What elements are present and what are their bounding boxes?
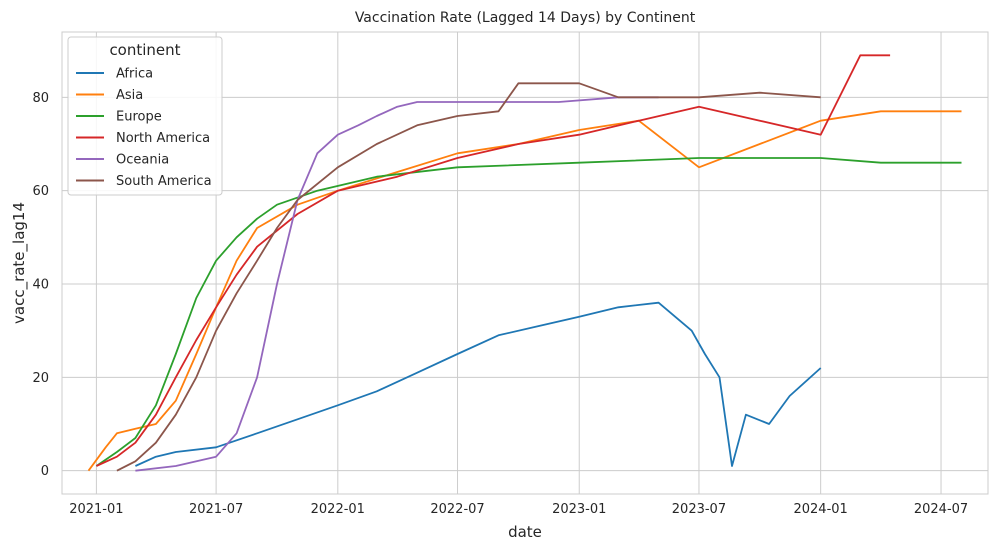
y-tick-label: 40 <box>32 278 49 293</box>
y-tick-label: 20 <box>32 371 49 386</box>
series-line-asia <box>87 110 962 472</box>
legend-label-south-america: South America <box>116 174 212 189</box>
x-tick-label: 2022-01 <box>311 502 365 517</box>
legend-label-oceania: Oceania <box>116 153 169 168</box>
chart-title: Vaccination Rate (Lagged 14 Days) by Con… <box>355 10 696 26</box>
x-axis-title: date <box>508 523 542 541</box>
legend-box <box>67 36 223 196</box>
x-tick-label: 2021-07 <box>189 502 243 517</box>
y-tick-label: 0 <box>41 464 49 479</box>
grid <box>62 32 988 494</box>
x-tick-label: 2022-07 <box>430 502 484 517</box>
x-tick-label: 2021-01 <box>69 502 123 517</box>
legend-title: continent <box>109 41 180 59</box>
series-line-north-america <box>96 54 891 467</box>
legend-items: Africa Asia Europe North America Oceania Sout… <box>76 67 212 189</box>
y-tick-label: 80 <box>32 91 49 106</box>
legend: continent Africa Asia Europe North America O… <box>67 36 223 196</box>
series-line-south-america <box>116 82 821 472</box>
y-tick-label: 60 <box>32 184 49 199</box>
series-lines <box>87 54 962 472</box>
x-tick-label: 2023-07 <box>672 502 726 517</box>
plot-frame <box>61 31 989 495</box>
x-tick-label: 2023-01 <box>552 502 606 517</box>
series-line-oceania <box>135 96 659 472</box>
legend-label-africa: Africa <box>116 67 153 82</box>
x-tick-label: 2024-01 <box>793 502 847 517</box>
x-tick-labels: 2021-01 2021-07 2022-01 2022-07 2023-01 2023-… <box>69 502 968 517</box>
series-line-europe <box>95 157 962 467</box>
y-axis-title: vacc_rate_lag14 <box>10 202 29 324</box>
legend-label-europe: Europe <box>116 110 162 125</box>
y-tick-labels: 0 20 40 60 80 <box>32 91 49 479</box>
legend-label-north-america: North America <box>116 131 210 146</box>
x-tick-label: 2024-07 <box>914 502 968 517</box>
legend-label-asia: Asia <box>116 88 143 103</box>
series-line-africa <box>135 301 822 467</box>
